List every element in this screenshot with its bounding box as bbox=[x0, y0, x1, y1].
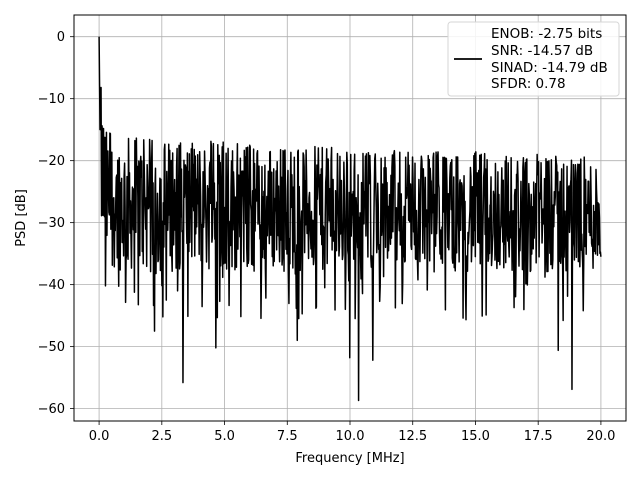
y-axis-ticks: 0 −10 −20 −30 −40 −50 −60 bbox=[38, 30, 74, 417]
x-tick-label: 7.5 bbox=[277, 429, 298, 444]
legend-entry-enob: ENOB: -2.75 bits bbox=[491, 26, 602, 42]
x-tick-label: 10.0 bbox=[336, 429, 365, 444]
psd-series-line bbox=[98, 36, 602, 402]
x-tick-label: 15.0 bbox=[461, 429, 490, 444]
x-tick-label: 5.0 bbox=[214, 429, 235, 444]
x-axis-label: Frequency [MHz] bbox=[295, 451, 404, 466]
y-tick-label: −40 bbox=[38, 278, 65, 293]
x-tick-label: 17.5 bbox=[524, 429, 553, 444]
y-tick-label: −60 bbox=[38, 402, 65, 417]
y-tick-label: −10 bbox=[38, 92, 65, 107]
x-tick-label: 20.0 bbox=[586, 429, 615, 444]
plot-area bbox=[98, 36, 602, 402]
legend-entry-sfdr: SFDR: 0.78 bbox=[491, 76, 566, 92]
y-tick-label: −20 bbox=[38, 154, 65, 169]
y-tick-label: 0 bbox=[57, 30, 65, 45]
x-axis-ticks: 0.0 2.5 5.0 7.5 10.0 12.5 15.0 17.5 20.0 bbox=[89, 421, 615, 444]
y-tick-label: −30 bbox=[38, 216, 65, 231]
y-tick-label: −50 bbox=[38, 340, 65, 355]
x-tick-label: 12.5 bbox=[398, 429, 427, 444]
legend: ENOB: -2.75 bits SNR: -14.57 dB SINAD: -… bbox=[447, 21, 620, 97]
legend-entry-sinad: SINAD: -14.79 dB bbox=[491, 60, 608, 76]
legend-box bbox=[447, 21, 620, 97]
y-axis-label: PSD [dB] bbox=[14, 189, 29, 247]
x-tick-label: 2.5 bbox=[151, 429, 172, 444]
legend-entry-snr: SNR: -14.57 dB bbox=[491, 43, 593, 59]
x-tick-label: 0.0 bbox=[89, 429, 110, 444]
